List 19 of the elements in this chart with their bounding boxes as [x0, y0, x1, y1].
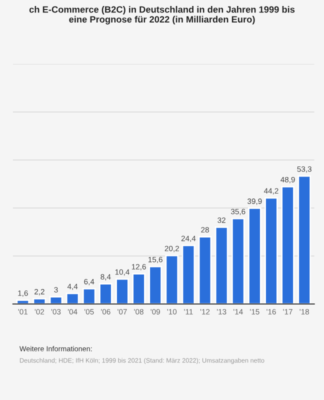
bar [264, 197, 278, 304]
bar [198, 236, 212, 304]
bar [66, 292, 80, 304]
bar [298, 175, 311, 304]
bar [16, 299, 30, 304]
chart-title: ch E-Commerce (B2C) in Deutschland in den Jahren 1999 bis eine Prognose für 2022 (in Milliarden Euro) [29, 6, 295, 24]
bar [99, 283, 112, 304]
bar [132, 273, 146, 304]
bar [82, 288, 96, 304]
bar [214, 226, 228, 304]
bar [116, 278, 129, 304]
bar [281, 186, 294, 304]
bar [49, 296, 63, 304]
bar [231, 218, 245, 304]
bar [32, 298, 46, 304]
bar [148, 266, 162, 304]
bar [182, 244, 196, 304]
bar [165, 254, 179, 304]
bar [248, 208, 262, 304]
